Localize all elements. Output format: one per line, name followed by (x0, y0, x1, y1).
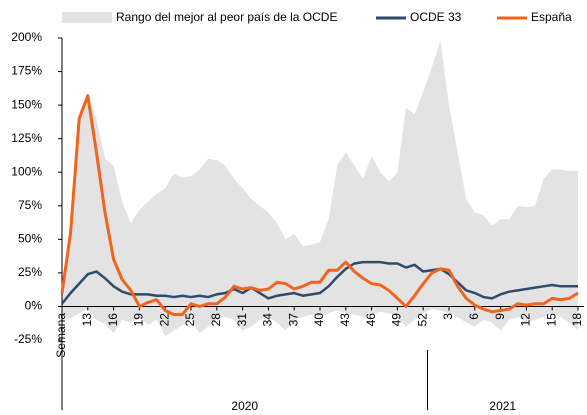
x-tick-label: 22 (157, 313, 171, 327)
x-tick-label: 43 (338, 313, 352, 327)
x-tick-label: Semana (54, 313, 68, 358)
y-tick-label: 175% (11, 64, 42, 78)
x-tick-label: 37 (286, 313, 300, 327)
series-line (60, 94, 579, 316)
legend-label: Rango del mejor al peor país de la OCDE (116, 10, 337, 24)
x-tick-label: 34 (261, 313, 275, 327)
x-group-label: 2020 (231, 399, 258, 413)
y-tick-label: 0% (25, 299, 43, 313)
x-tick-label: 18 (570, 313, 584, 327)
x-tick-label: 3 (441, 313, 455, 320)
x-tick-label: 9 (493, 313, 507, 320)
y-tick-label: -25% (14, 332, 42, 346)
x-tick-label: 49 (390, 313, 404, 327)
x-tick-label: 16 (106, 313, 120, 327)
x-tick-label: 19 (132, 313, 146, 327)
x-tick-label: 52 (415, 313, 429, 327)
y-tick-label: 75% (18, 198, 42, 212)
x-tick-label: 28 (209, 313, 223, 327)
x-tick-label: 13 (80, 313, 94, 327)
x-tick-label: 25 (183, 313, 197, 327)
range-area (62, 40, 578, 336)
x-tick-label: 40 (312, 313, 326, 327)
y-tick-label: 200% (11, 30, 42, 44)
series-line (61, 260, 578, 305)
x-tick-label: 6 (467, 313, 481, 320)
x-tick-label: 31 (235, 313, 249, 327)
x-tick-label: 15 (544, 313, 558, 327)
y-tick-label: 25% (18, 265, 42, 279)
x-tick-label: 46 (364, 313, 378, 327)
x-group-label: 2021 (489, 399, 516, 413)
y-tick-label: 125% (11, 131, 42, 145)
y-tick-label: 50% (18, 232, 42, 246)
legend-swatch (62, 12, 112, 23)
y-tick-label: 150% (11, 97, 42, 111)
y-tick-label: 100% (11, 164, 42, 178)
legend-label: OCDE 33 (410, 10, 462, 24)
x-tick-label: 12 (519, 313, 533, 327)
legend-label: España (531, 10, 572, 24)
